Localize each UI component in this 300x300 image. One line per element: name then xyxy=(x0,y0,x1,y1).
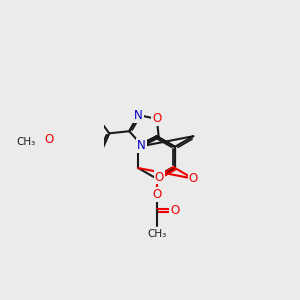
Text: N: N xyxy=(137,139,146,152)
Text: O: O xyxy=(189,172,198,185)
Text: O: O xyxy=(152,112,161,125)
Text: O: O xyxy=(155,170,164,184)
Text: O: O xyxy=(152,188,161,201)
Text: O: O xyxy=(44,133,54,146)
Text: N: N xyxy=(134,109,143,122)
Text: CH₃: CH₃ xyxy=(16,137,35,147)
Text: CH₃: CH₃ xyxy=(147,230,166,239)
Text: O: O xyxy=(170,204,179,217)
